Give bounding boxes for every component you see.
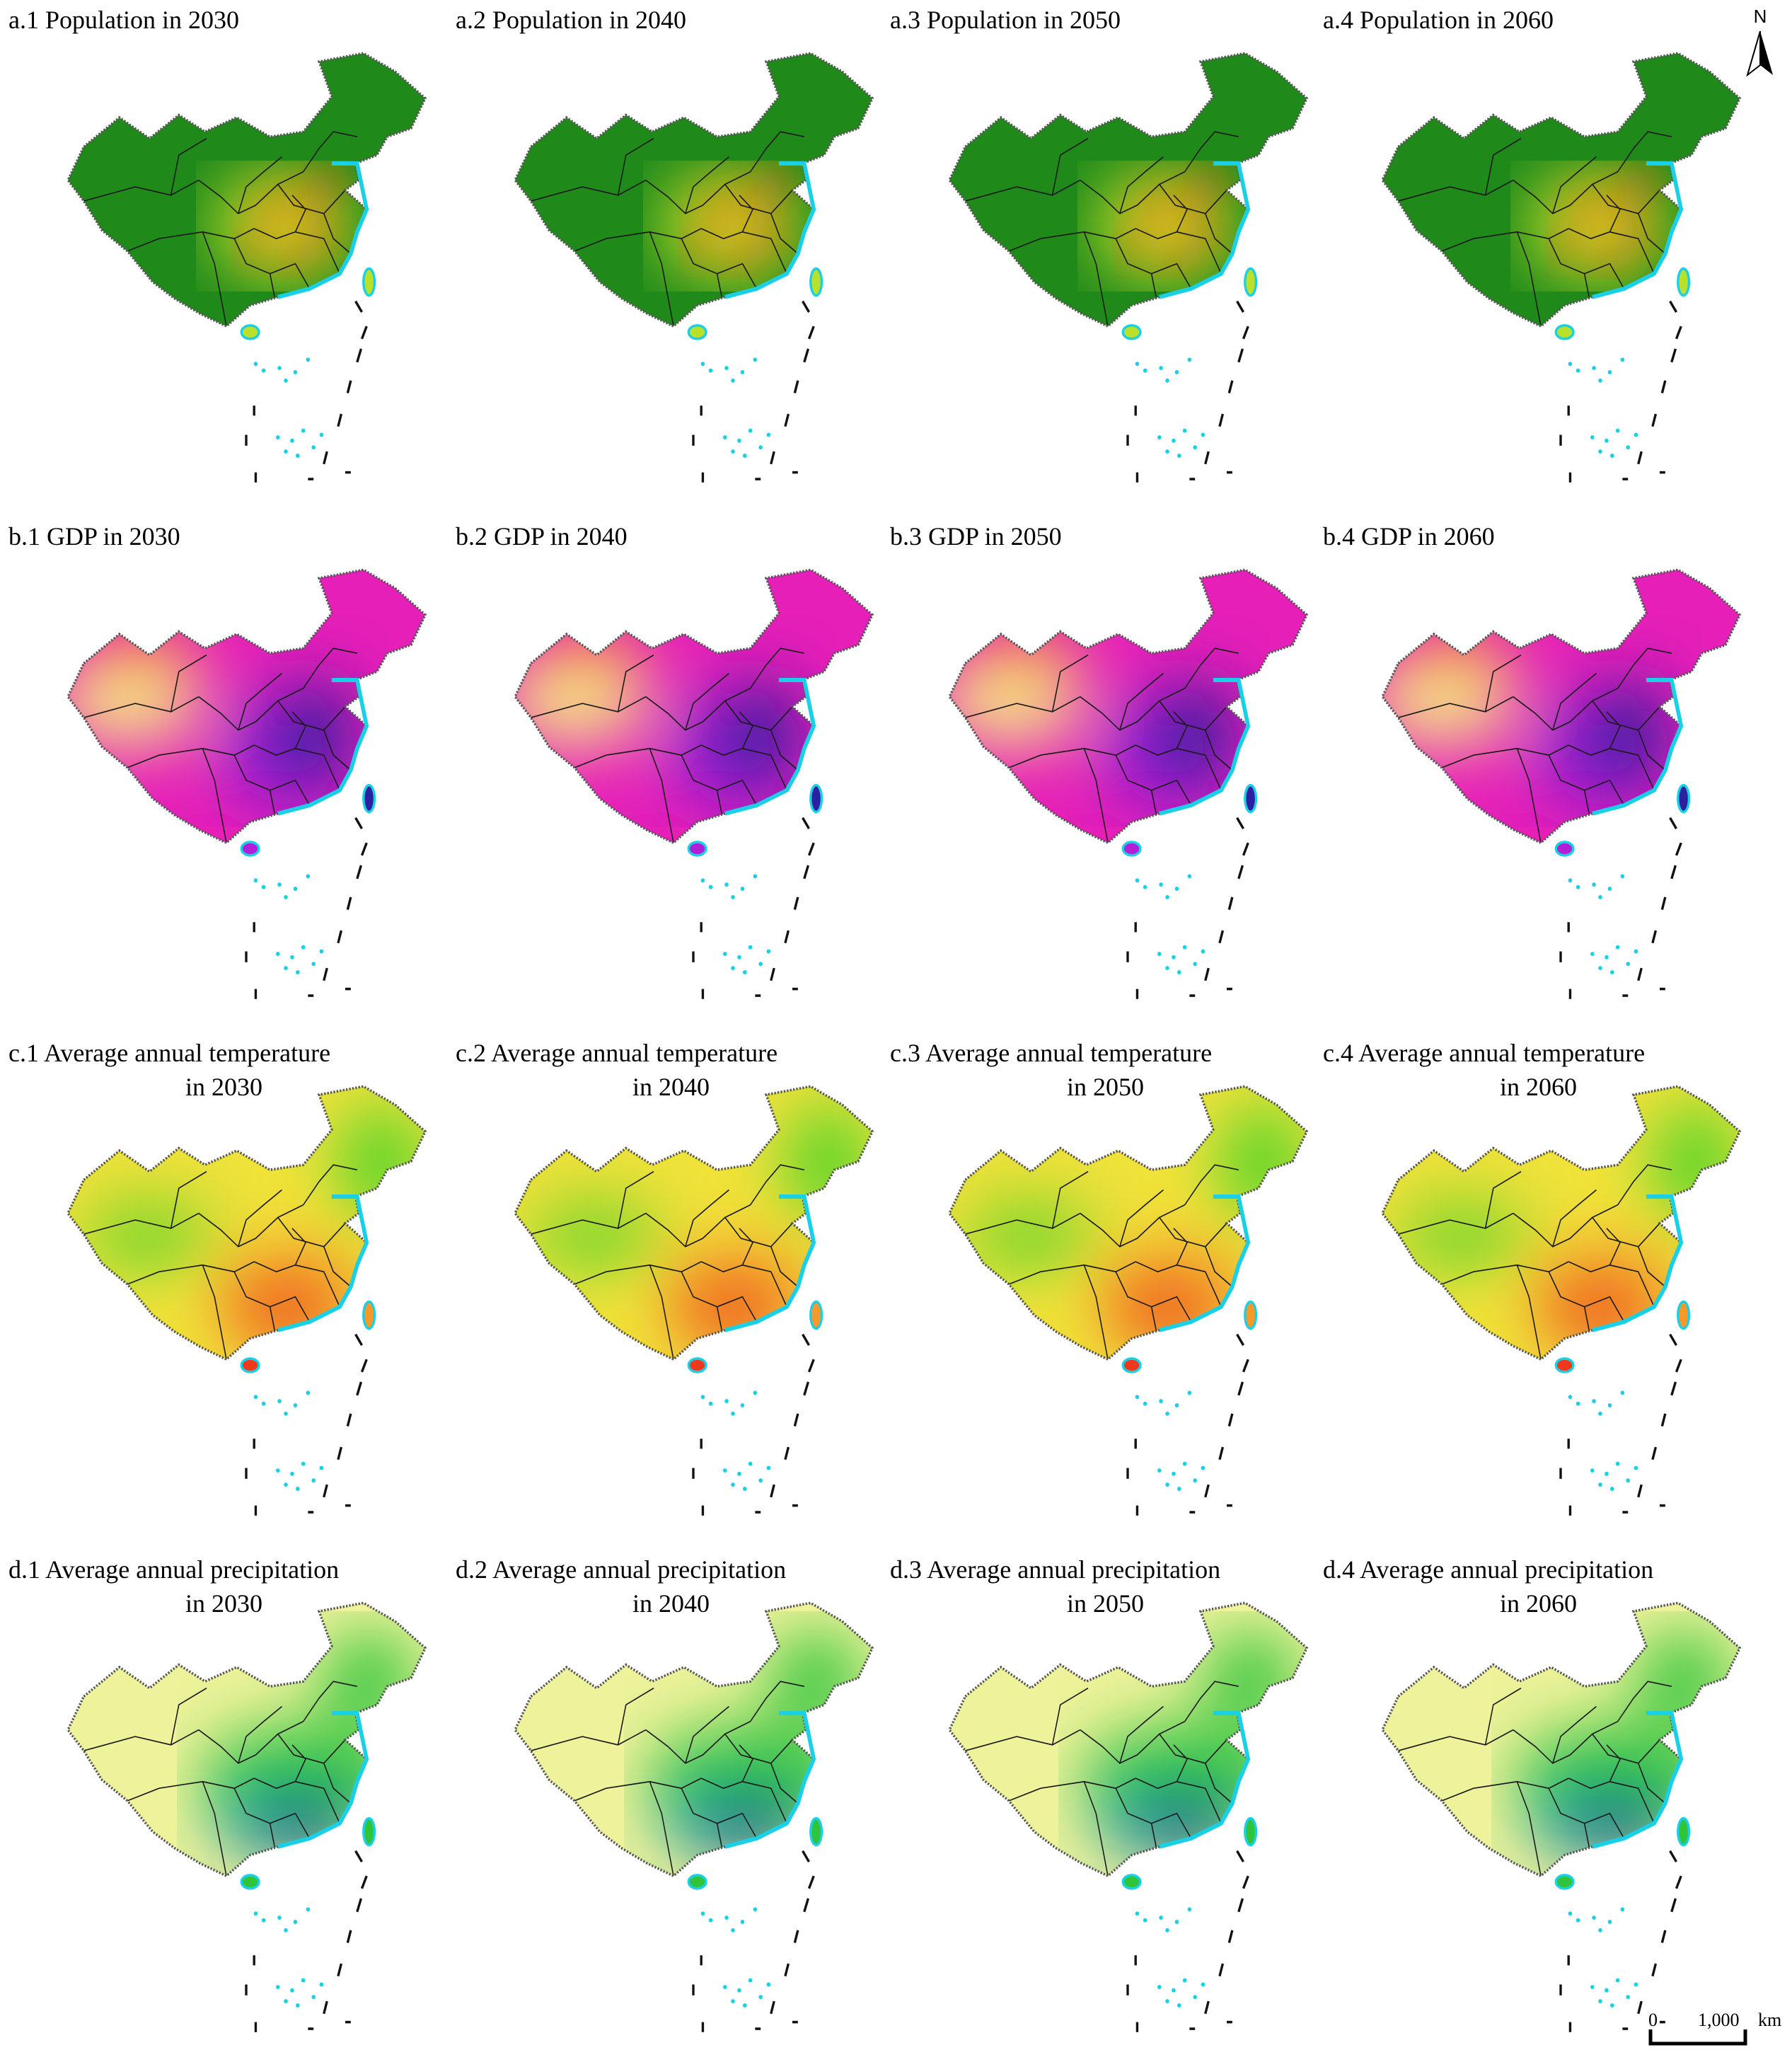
map-panel-population: a.3 Population in 2050 (890, 3, 1329, 512)
panel-subtitle-line: in 2030 (185, 1073, 263, 1101)
panel-subtitle-line: in 2060 (1500, 1589, 1578, 1618)
panel-title: d.3 Average annual precipitation in 2050 (890, 1553, 1329, 1620)
china-map (1381, 1085, 1742, 1516)
china-map (67, 568, 427, 999)
panel-title-line: a.4 Population in 2060 (1323, 6, 1554, 34)
china-map (67, 52, 427, 483)
panel-title-line: d.3 Average annual precipitation (890, 1555, 1221, 1584)
map-panel-temperature: c.1 Average annual temperature in 2030 (8, 1036, 447, 1545)
panel-title-line: b.4 GDP in 2060 (1323, 522, 1495, 551)
map-panel-population: a.4 Population in 2060 (1323, 3, 1762, 512)
panel-title: c.2 Average annual temperature in 2040 (456, 1036, 894, 1104)
panel-title-line: a.3 Population in 2050 (890, 6, 1121, 34)
panel-title-line: d.2 Average annual precipitation (456, 1555, 787, 1584)
panel-title-line: a.2 Population in 2040 (456, 6, 686, 34)
panel-title: a.1 Population in 2030 (8, 3, 447, 37)
map-panel-gdp: b.4 GDP in 2060 (1323, 519, 1762, 1029)
map-panel-precipitation: d.3 Average annual precipitation in 2050 (890, 1553, 1329, 2062)
map-panel-population: a.2 Population in 2040 (456, 3, 894, 512)
panel-title: c.1 Average annual temperature in 2030 (8, 1036, 447, 1104)
map-panel-gdp: b.3 GDP in 2050 (890, 519, 1329, 1029)
panel-title-line: b.3 GDP in 2050 (890, 522, 1062, 551)
panel-title: c.3 Average annual temperature in 2050 (890, 1036, 1329, 1104)
china-map (948, 52, 1309, 483)
map-panel-gdp: b.2 GDP in 2040 (456, 519, 894, 1029)
china-map (1381, 1601, 1742, 2032)
panel-title: b.2 GDP in 2040 (456, 519, 894, 553)
panel-title: d.2 Average annual precipitation in 2040 (456, 1553, 894, 1620)
panel-title: a.4 Population in 2060 (1323, 3, 1762, 37)
china-map (67, 1601, 427, 2032)
panel-title-line: b.2 GDP in 2040 (456, 522, 628, 551)
china-map (514, 568, 874, 999)
map-panel-gdp: b.1 GDP in 2030 (8, 519, 447, 1029)
china-map (514, 1601, 874, 2032)
map-panel-temperature: c.2 Average annual temperature in 2040 (456, 1036, 894, 1545)
panel-title-line: b.1 GDP in 2030 (8, 522, 180, 551)
china-map (948, 568, 1309, 999)
map-panel-population: a.1 Population in 2030 (8, 3, 447, 512)
panel-title: d.4 Average annual precipitation in 2060 (1323, 1553, 1762, 1620)
map-panel-precipitation: d.1 Average annual precipitation in 2030 (8, 1553, 447, 2062)
panel-subtitle-line: in 2040 (632, 1589, 710, 1618)
china-map (514, 1085, 874, 1516)
china-map (514, 52, 874, 483)
panel-title: b.4 GDP in 2060 (1323, 519, 1762, 553)
panel-title: b.3 GDP in 2050 (890, 519, 1329, 553)
panel-title-line: d.4 Average annual precipitation (1323, 1555, 1654, 1584)
china-map (948, 1085, 1309, 1516)
panel-title: a.3 Population in 2050 (890, 3, 1329, 37)
panel-subtitle-line: in 2050 (1067, 1073, 1145, 1101)
map-panel-precipitation: d.4 Average annual precipitation in 2060 (1323, 1553, 1762, 2062)
panel-subtitle-line: in 2060 (1500, 1073, 1578, 1101)
china-map (1381, 568, 1742, 999)
panel-subtitle-line: in 2040 (632, 1073, 710, 1101)
map-panel-temperature: c.4 Average annual temperature in 2060 (1323, 1036, 1762, 1545)
panel-title-line: c.1 Average annual temperature (8, 1039, 331, 1067)
panel-title-line: c.2 Average annual temperature (456, 1039, 778, 1067)
map-panel-precipitation: d.2 Average annual precipitation in 2040 (456, 1553, 894, 2062)
scale-bar-icon (1648, 2029, 1747, 2046)
north-arrow: N (1739, 6, 1781, 91)
panel-title-line: c.4 Average annual temperature (1323, 1039, 1646, 1067)
panel-subtitle-line: in 2050 (1067, 1589, 1145, 1618)
panel-title: b.1 GDP in 2030 (8, 519, 447, 553)
scale-start: 0 (1648, 2010, 1658, 2030)
china-map (67, 1085, 427, 1516)
map-panel-temperature: c.3 Average annual temperature in 2050 (890, 1036, 1329, 1545)
north-label: N (1753, 6, 1767, 27)
china-map (1381, 52, 1742, 483)
panel-title: d.1 Average annual precipitation in 2030 (8, 1553, 447, 1620)
panel-title-line: c.3 Average annual temperature (890, 1039, 1213, 1067)
north-arrow-icon (1746, 31, 1773, 77)
panel-subtitle-line: in 2030 (185, 1589, 263, 1618)
panel-title-line: a.1 Population in 2030 (8, 6, 239, 34)
scale-value: 1,000 (1698, 2010, 1740, 2030)
panel-title: c.4 Average annual temperature in 2060 (1323, 1036, 1762, 1104)
scale-unit: km (1758, 2010, 1782, 2030)
panel-title-line: d.1 Average annual precipitation (8, 1555, 340, 1584)
china-map (948, 1601, 1309, 2032)
scale-bar: 0 1,000 km (1634, 2010, 1790, 2049)
panel-title: a.2 Population in 2040 (456, 3, 894, 37)
